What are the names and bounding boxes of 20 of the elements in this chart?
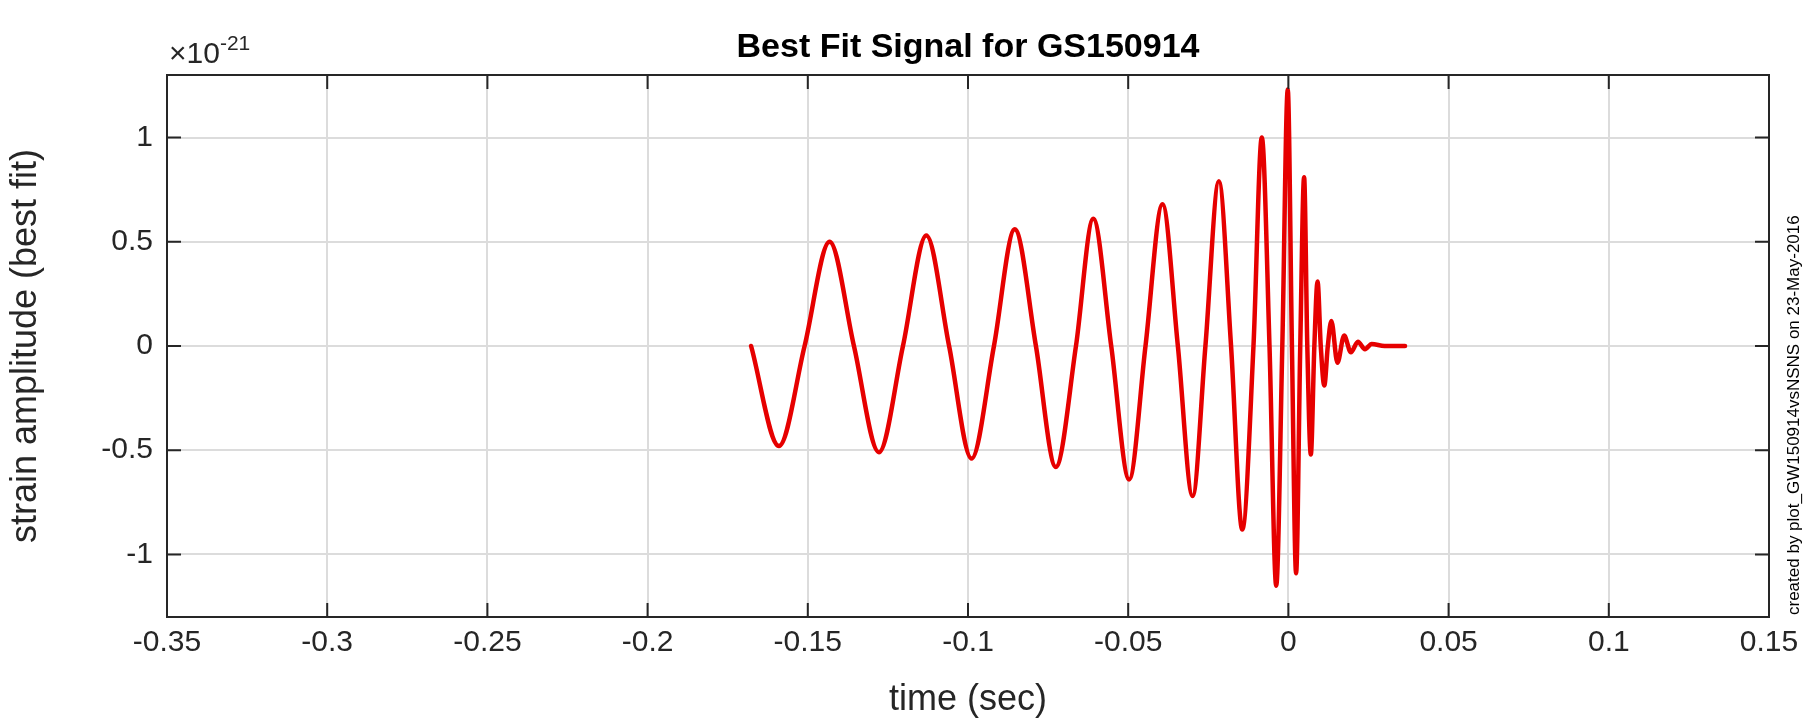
- x-tick-label: -0.2: [621, 624, 674, 658]
- text: created by plot_GW150914vsNSNS on 23-May-2016: [1784, 215, 1803, 615]
- y-tick-label: -0.5: [101, 431, 153, 465]
- y-tick-label: -1: [126, 535, 153, 569]
- x-tick-label: 0.05: [1419, 624, 1478, 658]
- x-tick-label: -0.05: [1094, 624, 1163, 658]
- x-tick-label: -0.1: [942, 624, 994, 658]
- y-tick-label: 0.5: [111, 223, 153, 257]
- y-axis-title: strain amplitude (best fit): [2, 148, 44, 544]
- x-tick-label: -0.25: [453, 624, 522, 658]
- x-tick-label: 0.1: [1587, 624, 1630, 658]
- x-tick-label: -0.3: [301, 624, 354, 658]
- x-axis-title: time (sec): [888, 677, 1048, 719]
- x-tick-label: 0.15: [1739, 624, 1799, 658]
- y-tick-label: 0: [136, 327, 153, 361]
- x-tick-label: 0: [1280, 624, 1297, 658]
- chart-title: Best Fit Signal for GS150914: [736, 26, 1200, 65]
- x-tick-label: -0.35: [132, 624, 202, 658]
- y-tick-label: 1: [136, 118, 153, 152]
- x-tick-label: -0.15: [773, 624, 842, 658]
